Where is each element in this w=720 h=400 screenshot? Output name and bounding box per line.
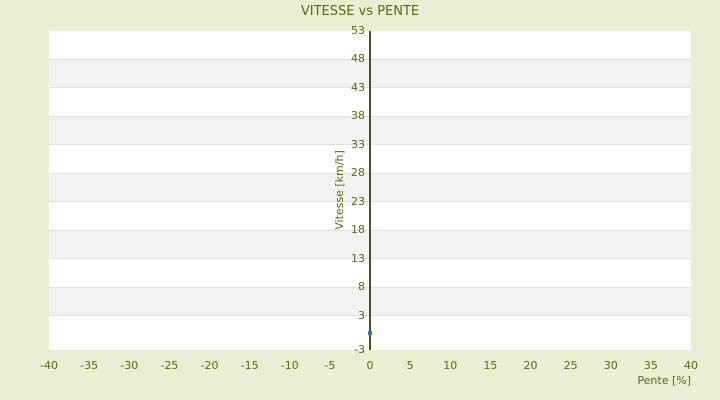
- y-tick-label: -3: [354, 343, 365, 356]
- y-tick-label: 13: [351, 251, 365, 265]
- y-tick-label: 3: [358, 308, 365, 322]
- x-tick-label: 10: [443, 359, 458, 372]
- y-tick-label: 53: [351, 24, 365, 37]
- x-tick-label: 25: [563, 359, 578, 372]
- x-tick-label: 15: [483, 359, 498, 372]
- x-tick-label: 5: [406, 359, 414, 372]
- x-tick-label: 0: [366, 359, 374, 372]
- x-tick-label: 30: [603, 359, 618, 372]
- y-tick-label: 38: [351, 109, 365, 123]
- y-tick-label: 18: [351, 223, 365, 237]
- x-tick-label: -40: [40, 359, 58, 372]
- x-tick-label: -10: [280, 359, 299, 372]
- x-tick-label: 35: [643, 359, 658, 372]
- x-tick-label: -30: [120, 359, 139, 372]
- x-tick-label: -15: [240, 359, 259, 372]
- x-tick-label: 40: [684, 359, 698, 372]
- y-tick-label: 23: [351, 194, 365, 208]
- y-tick-label: 33: [351, 137, 365, 151]
- x-axis-title: Pente [%]: [637, 374, 691, 387]
- x-tick-label: -35: [80, 359, 99, 372]
- x-tick-label: -20: [200, 359, 219, 372]
- x-tick-label: -5: [324, 359, 336, 372]
- y-tick-label: 8: [358, 280, 365, 294]
- x-tick-label: 20: [523, 359, 538, 372]
- y-tick-label: 48: [351, 52, 365, 66]
- y-tick-label: 28: [351, 166, 365, 180]
- chart-title: VITESSE vs PENTE: [300, 4, 420, 19]
- data-point: [368, 330, 372, 335]
- y-axis-title: Vitesse [km/h]: [333, 150, 346, 230]
- x-tick-label: -25: [160, 359, 179, 372]
- y-tick-label: 43: [351, 80, 365, 94]
- y-axis-line: [369, 31, 371, 350]
